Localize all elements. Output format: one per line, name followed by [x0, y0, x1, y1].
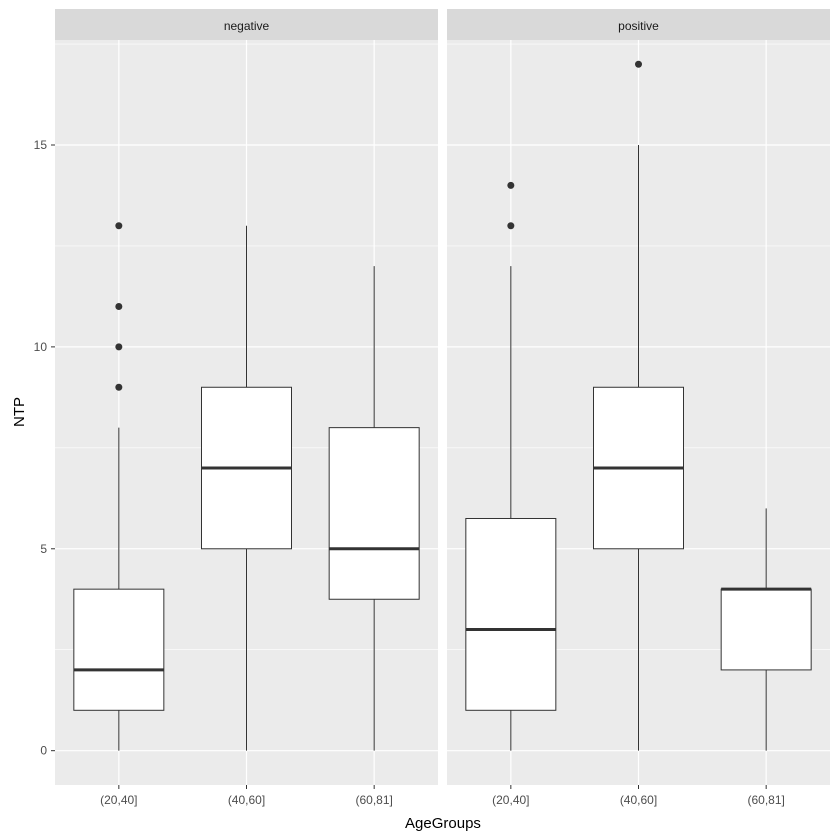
- facet-strip-negative: [55, 9, 438, 40]
- outlier-point: [635, 60, 642, 68]
- y-tick-label: 10: [34, 340, 48, 354]
- outlier-point: [507, 181, 515, 189]
- y-tick-label: 5: [40, 542, 47, 556]
- box-negative-0: [73, 588, 165, 711]
- x-tick-label: (40,60]: [620, 793, 657, 807]
- facet-label-positive: positive: [618, 19, 659, 33]
- facet-strip-positive: [447, 9, 830, 40]
- facet-label-negative: negative: [224, 19, 270, 33]
- outlier-point: [115, 303, 123, 311]
- outlier-point: [115, 343, 123, 351]
- box-positive-2: [720, 588, 812, 671]
- box-negative-2: [328, 427, 420, 600]
- outlier-point: [115, 222, 123, 230]
- y-axis-title: NTP: [11, 397, 28, 427]
- x-tick-label: (20,40]: [100, 793, 137, 807]
- box-positive-0: [465, 517, 557, 711]
- y-tick-label: 15: [34, 138, 48, 152]
- x-tick-label: (60,81]: [747, 793, 784, 807]
- x-tick-label: (60,81]: [355, 793, 392, 807]
- outlier-point: [507, 222, 515, 230]
- outlier-point: [115, 383, 123, 391]
- y-tick-label: 0: [40, 744, 47, 758]
- x-axis-title: AgeGroups: [405, 815, 481, 832]
- x-tick-label: (20,40]: [492, 793, 529, 807]
- x-tick-label: (40,60]: [228, 793, 265, 807]
